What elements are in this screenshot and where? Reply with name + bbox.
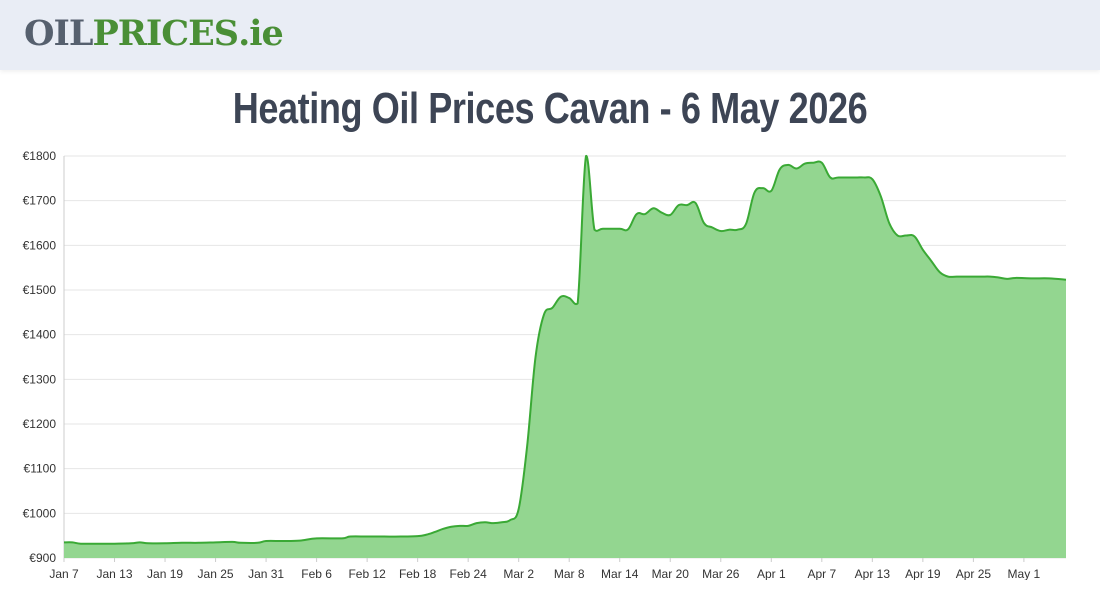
y-tick-label: €900 bbox=[29, 551, 56, 565]
x-tick-label: Mar 20 bbox=[652, 567, 690, 580]
x-tick-label: Apr 25 bbox=[956, 567, 992, 580]
x-tick-label: Mar 26 bbox=[702, 567, 740, 580]
x-tick-label: Mar 8 bbox=[554, 567, 585, 580]
y-tick-label: €1100 bbox=[24, 462, 57, 476]
y-tick-label: €1800 bbox=[23, 149, 57, 163]
price-area-fill bbox=[64, 155, 1066, 558]
price-chart: €900 €1000 €1100 €1200 €1300 €1400 €1500 €1600 €… bbox=[0, 140, 1100, 581]
y-tick-label: €1300 bbox=[23, 372, 57, 386]
x-tick-label: Jan 31 bbox=[248, 567, 284, 580]
x-tick-label: Feb 18 bbox=[399, 567, 437, 580]
x-tick-label: Jan 13 bbox=[97, 567, 133, 580]
x-tick-label: Apr 19 bbox=[905, 567, 941, 580]
site-header: OIL PRICES .ie bbox=[0, 0, 1100, 70]
x-tick-label: Jan 25 bbox=[198, 567, 234, 580]
x-tick-label: Apr 1 bbox=[757, 567, 786, 580]
page-title: Heating Oil Prices Cavan - 6 May 2026 bbox=[232, 84, 868, 133]
site-logo[interactable]: OIL PRICES .ie bbox=[24, 13, 284, 54]
logo-prices-text: PRICES bbox=[92, 13, 239, 54]
logo-ie-text: .ie bbox=[238, 13, 284, 54]
y-tick-label: €1400 bbox=[23, 328, 57, 342]
x-tick-label: Apr 13 bbox=[855, 567, 891, 580]
x-tick-label: Mar 2 bbox=[503, 567, 534, 580]
x-tick-label: May 1 bbox=[1008, 567, 1041, 580]
x-tick-label: Apr 7 bbox=[807, 567, 836, 580]
x-tick-label: Mar 14 bbox=[601, 567, 639, 580]
y-tick-label: €1200 bbox=[23, 417, 57, 431]
x-tick-label: Feb 12 bbox=[348, 567, 386, 580]
logo-oil-text: OIL bbox=[24, 13, 93, 54]
x-tick-label: Feb 6 bbox=[301, 567, 332, 580]
x-tick-label: Jan 19 bbox=[147, 567, 183, 580]
price-line bbox=[63, 154, 1067, 545]
y-tick-label: €1700 bbox=[23, 194, 57, 208]
price-chart-svg: €900 €1000 €1100 €1200 €1300 €1400 €1500 €1600 €… bbox=[23, 149, 1067, 581]
x-tick-label: Feb 24 bbox=[449, 567, 487, 580]
y-tick-label: €1600 bbox=[23, 238, 57, 252]
y-tick-label: €1000 bbox=[23, 506, 57, 520]
x-tick-label: Jan 7 bbox=[49, 567, 79, 580]
y-tick-label: €1500 bbox=[23, 283, 57, 297]
